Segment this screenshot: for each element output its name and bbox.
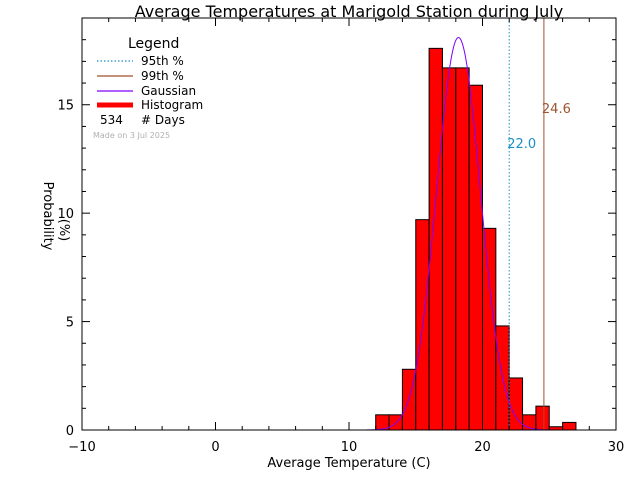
histogram-bar: [482, 227, 497, 431]
histogram-bar: [428, 47, 443, 431]
legend-p99-label: 99th %: [141, 69, 184, 83]
p99-value-label: 24.6: [542, 102, 571, 117]
legend-days-label: # Days: [141, 113, 185, 127]
x-tick-label: 30: [608, 440, 625, 455]
histogram-bar: [468, 84, 483, 431]
histogram-bar: [455, 67, 470, 431]
legend-gaussian-label: Gaussian: [141, 84, 196, 98]
y-tick-label: 5: [66, 316, 74, 331]
legend-days-count: 534: [100, 113, 123, 127]
legend-title: Legend: [128, 36, 179, 52]
y-axis-ticks: 0 5 10 15: [57, 39, 616, 439]
y-axis-label-line1: Probability: [40, 182, 55, 251]
histogram-bar: [535, 405, 550, 431]
legend-histogram-label: Histogram: [141, 98, 203, 112]
percentile-lines: 22.0 24.6: [507, 18, 571, 430]
legend-p95-label: 95th %: [141, 54, 184, 68]
histogram-bar: [562, 421, 577, 431]
x-tick-label: −10: [68, 440, 95, 455]
chart-title: Average Temperatures at Marigold Station…: [135, 2, 563, 21]
x-axis-label: Average Temperature (C): [267, 456, 430, 471]
y-tick-label: 0: [66, 424, 74, 439]
x-axis-ticks: −10 0 10 20 30: [68, 18, 624, 455]
histogram-bar: [441, 67, 457, 431]
y-tick-label: 10: [57, 207, 74, 222]
x-tick-label: 10: [341, 440, 358, 455]
legend: Legend 95th % 99th % Gaussian Histogram …: [93, 36, 203, 140]
x-tick-label: 20: [474, 440, 491, 455]
p95-value-label: 22.0: [507, 137, 536, 152]
y-tick-label: 15: [57, 99, 74, 114]
x-tick-label: 0: [211, 440, 219, 455]
made-on-note: Made on 3 Jul 2025: [93, 131, 170, 140]
y-axis-label-line2: (%): [56, 219, 71, 242]
